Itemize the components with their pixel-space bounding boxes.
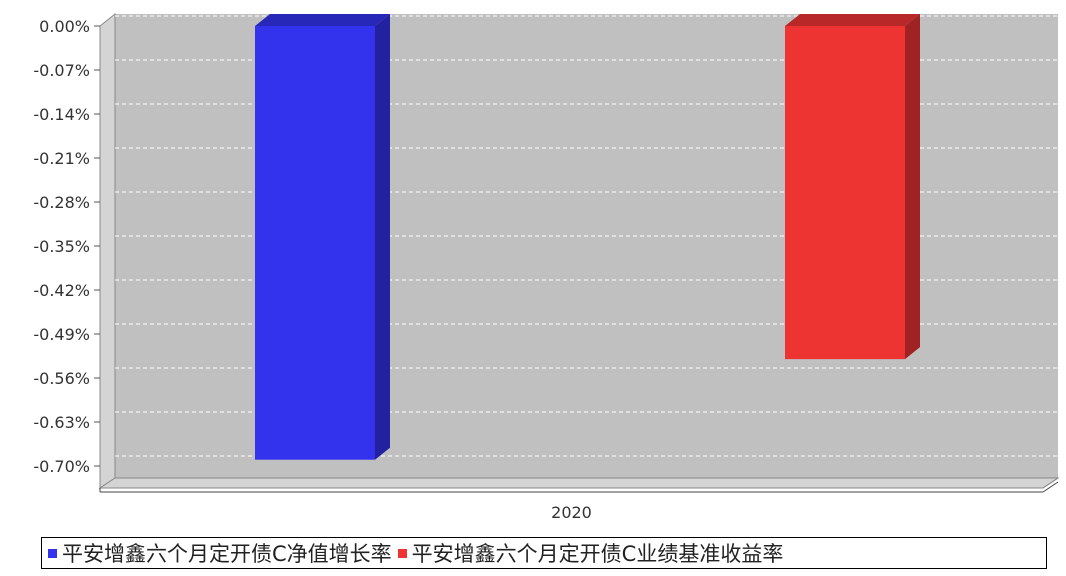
legend-label-benchmark: 平安增鑫六个月定开债C业绩基准收益率 [411,542,784,566]
floor-right-edge [1042,477,1059,489]
y-tick-label: -0.35% [33,237,90,256]
plot-left-wall [99,12,116,489]
y-tick-label: -0.56% [33,369,90,388]
bar-front [255,26,375,460]
y-tick-label: -0.42% [33,281,90,300]
legend-item-nav-growth: 平安增鑫六个月定开债C净值增长率 [48,538,392,568]
legend-swatch-blue [48,548,57,558]
y-tick-label: 0.00% [39,17,90,36]
bar-nav-growth [255,14,390,460]
bars [255,14,920,460]
y-tick-label: -0.21% [33,149,90,168]
legend-label-nav-growth: 平安增鑫六个月定开债C净值增长率 [62,542,392,566]
bar-side [375,14,390,460]
legend-item-benchmark: 平安增鑫六个月定开债C业绩基准收益率 [397,538,784,568]
x-axis-baseline-3 [1042,481,1059,493]
y-tick-label: -0.14% [33,105,90,124]
x-tick-label: 2020 [551,503,592,522]
y-tick-label: -0.63% [33,413,90,432]
y-tick-label: -0.49% [33,325,90,344]
legend-swatch-red [397,548,407,558]
bar-top [255,14,390,26]
bar-side [905,14,920,360]
legend: 平安增鑫六个月定开债C净值增长率 平安增鑫六个月定开债C业绩基准收益率 [41,537,1047,569]
chart-title-cropped [0,0,1066,10]
bar-top [785,14,920,26]
bar-benchmark [785,14,920,360]
y-axis-ticks: 0.00% -0.07% -0.14% -0.21% -0.28% -0.35% -0.42… [33,17,100,476]
y-tick-label: -0.07% [33,61,90,80]
y-tick-label: -0.28% [33,193,90,212]
bar-front [785,26,905,360]
x-axis-ticks: 2020 [551,503,592,522]
y-tick-label: -0.70% [33,457,90,476]
plot-floor [98,477,1060,489]
